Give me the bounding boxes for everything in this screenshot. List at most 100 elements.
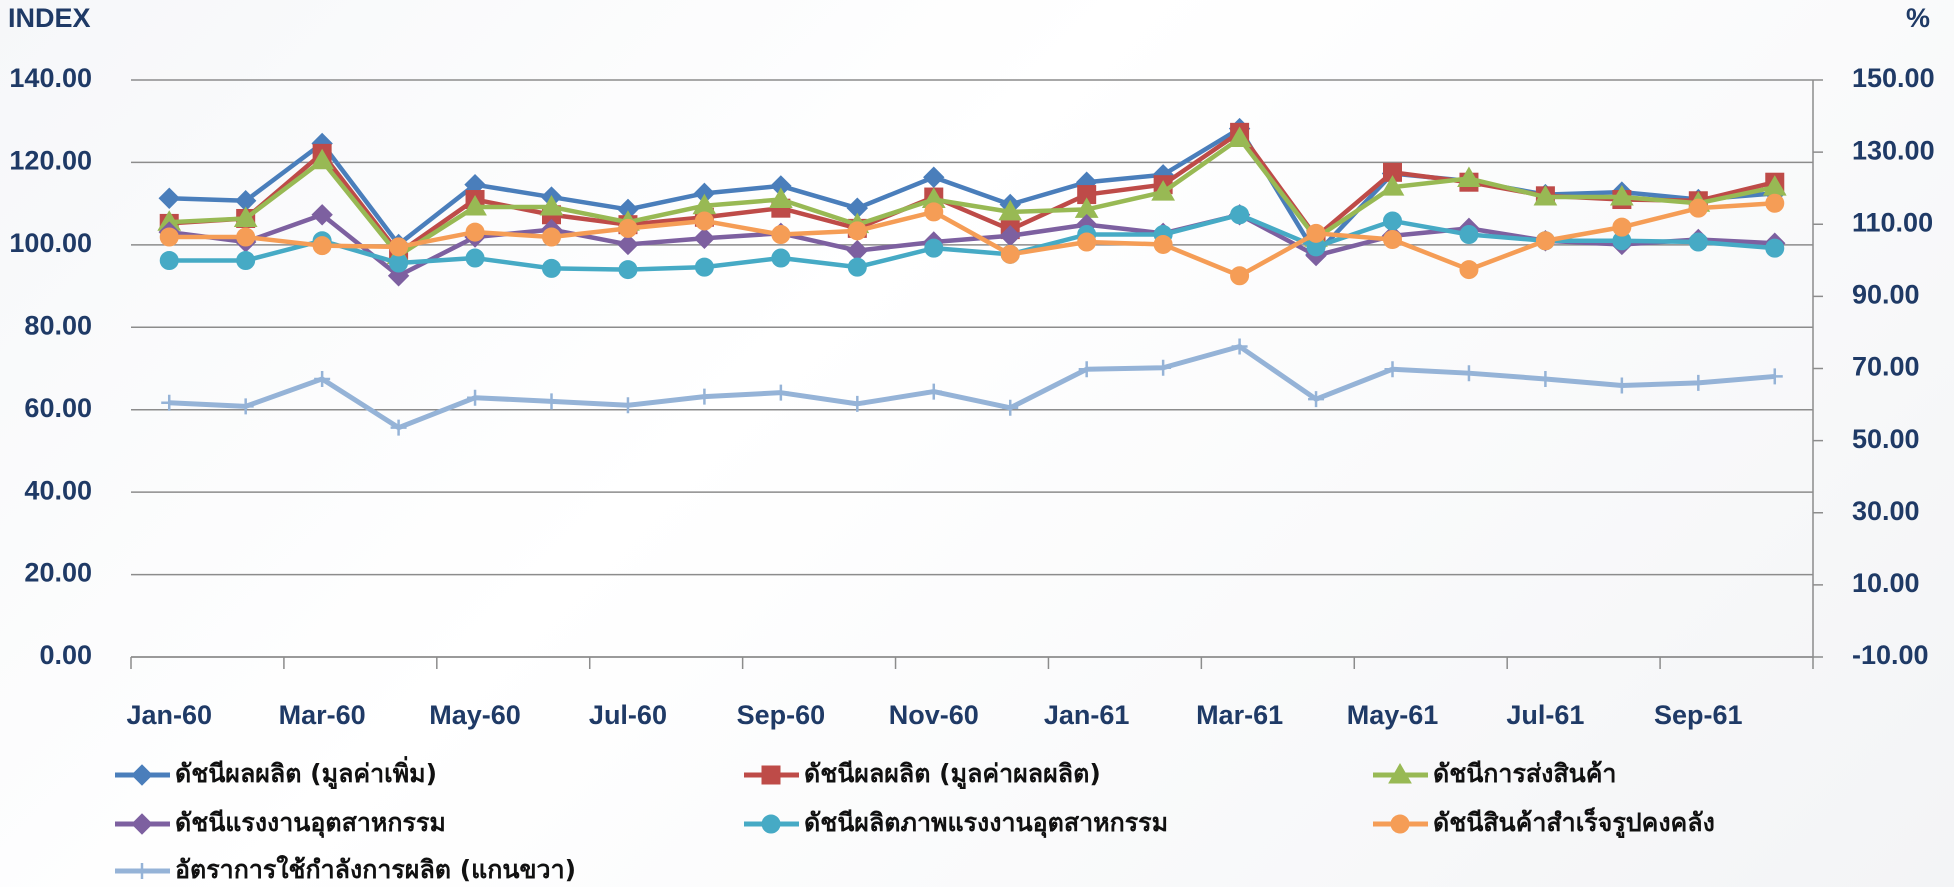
y2-tick-label: 50.00 xyxy=(1852,424,1920,454)
series xyxy=(161,338,1783,436)
y-tick-label: 0.00 xyxy=(39,640,92,670)
data-point xyxy=(923,166,945,188)
data-point xyxy=(771,248,791,268)
data-point xyxy=(618,218,638,238)
data-point xyxy=(1690,374,1707,391)
data-point xyxy=(233,206,258,227)
data-point xyxy=(465,248,485,268)
data-point xyxy=(542,258,561,278)
data-point xyxy=(1609,185,1634,206)
data-point xyxy=(847,257,867,277)
data-point xyxy=(1459,260,1479,280)
data-point xyxy=(1153,234,1173,254)
legend-marker xyxy=(134,863,150,879)
data-point xyxy=(1151,180,1176,201)
legend-item: ดัชนีการส่งสินค้า xyxy=(1373,759,1616,788)
data-point xyxy=(1383,211,1402,231)
x-tick-label: May-60 xyxy=(429,700,521,730)
legend-item: ดัชนีสินค้าสำเร็จรูปคงคลัง xyxy=(1373,807,1715,839)
data-point xyxy=(1457,166,1481,188)
legend-item: ดัชนีผลผลิต (มูลค่าผลผลิต) xyxy=(744,759,1101,790)
data-point xyxy=(618,260,638,280)
data-point xyxy=(1155,359,1172,376)
series-line xyxy=(169,136,1776,258)
data-point xyxy=(1688,232,1708,252)
legend-item: ดัชนีแรงงานอุตสาหกรรม xyxy=(115,808,446,839)
data-point xyxy=(1230,266,1250,286)
data-point xyxy=(925,383,942,400)
y2-tick-label: 150.00 xyxy=(1852,63,1935,93)
data-point xyxy=(1383,229,1402,249)
x-tick-label: Nov-60 xyxy=(889,700,979,730)
legend-marker xyxy=(1388,763,1412,784)
legend-item: ดัชนีผลิตภาพแรงงานอุตสาหกรรม xyxy=(744,808,1168,839)
x-tick-label: Sep-61 xyxy=(1654,700,1743,730)
legend-item: อัตราการใช้กำลังการผลิต (แกนขวา) xyxy=(115,854,576,884)
y2-tick-label: 70.00 xyxy=(1852,352,1920,382)
data-point xyxy=(619,397,636,414)
y-tick-label: 40.00 xyxy=(24,475,92,505)
y-axis-title: INDEX xyxy=(8,3,91,33)
data-point xyxy=(1231,338,1248,355)
data-point xyxy=(998,199,1023,221)
data-point xyxy=(1000,244,1020,264)
data-point xyxy=(1077,232,1097,252)
legend-label: ดัชนีสินค้าสำเร็จรูปคงคลัง xyxy=(1433,807,1715,839)
data-point xyxy=(1306,223,1326,243)
series-line xyxy=(169,200,1775,279)
data-point xyxy=(1460,365,1477,382)
legend-label: ดัชนีผลผลิต (มูลค่าเพิ่ม) xyxy=(175,756,437,790)
data-point xyxy=(467,389,484,406)
data-point xyxy=(617,233,639,256)
y2-tick-label: 110.00 xyxy=(1852,207,1933,237)
data-point xyxy=(314,370,331,387)
x-tick-label: Mar-60 xyxy=(279,700,366,730)
data-point xyxy=(694,211,714,231)
x-tick-label: Jan-60 xyxy=(126,700,212,730)
data-point xyxy=(312,236,332,256)
data-point xyxy=(539,194,564,216)
data-point xyxy=(771,225,791,245)
data-point xyxy=(1459,225,1479,245)
data-point xyxy=(1227,126,1252,148)
y-tick-label: 120.00 xyxy=(9,146,92,176)
data-point xyxy=(389,237,409,257)
data-point xyxy=(693,227,716,249)
data-point xyxy=(237,398,254,415)
data-point xyxy=(310,148,335,170)
data-point xyxy=(1612,217,1632,237)
y-tick-label: 100.00 xyxy=(9,228,92,258)
data-point xyxy=(1230,205,1250,225)
legend-label: ดัชนีผลผลิต (มูลค่าผลผลิต) xyxy=(804,759,1101,790)
data-point xyxy=(1766,368,1783,385)
data-point xyxy=(1002,399,1019,416)
x-tick-label: Jul-61 xyxy=(1506,700,1584,730)
data-point xyxy=(924,202,944,222)
legend-label: อัตราการใช้กำลังการผลิต (แกนขวา) xyxy=(175,854,576,884)
data-point xyxy=(236,251,256,271)
y2-tick-label: 130.00 xyxy=(1852,135,1935,165)
series-line xyxy=(169,212,1775,272)
data-point xyxy=(542,227,561,247)
legend-marker xyxy=(131,764,153,786)
legend-marker xyxy=(131,813,153,835)
data-point xyxy=(1078,361,1095,378)
data-point xyxy=(924,238,944,258)
data-point xyxy=(1765,238,1785,258)
y-tick-label: 60.00 xyxy=(24,393,92,423)
data-point xyxy=(1533,185,1558,206)
data-point xyxy=(543,393,560,410)
data-point xyxy=(1308,391,1325,408)
data-point xyxy=(463,194,487,216)
data-point xyxy=(1688,198,1708,218)
data-point xyxy=(390,419,407,436)
legend-label: ดัชนีแรงงานอุตสาหกรรม xyxy=(175,808,446,839)
y2-tick-label: -10.00 xyxy=(1852,640,1929,670)
data-point xyxy=(768,187,793,209)
series-line xyxy=(169,344,1775,431)
data-point xyxy=(696,388,713,405)
legend-marker xyxy=(761,765,781,785)
data-point xyxy=(159,251,179,271)
y2-tick-label: 30.00 xyxy=(1852,496,1920,526)
